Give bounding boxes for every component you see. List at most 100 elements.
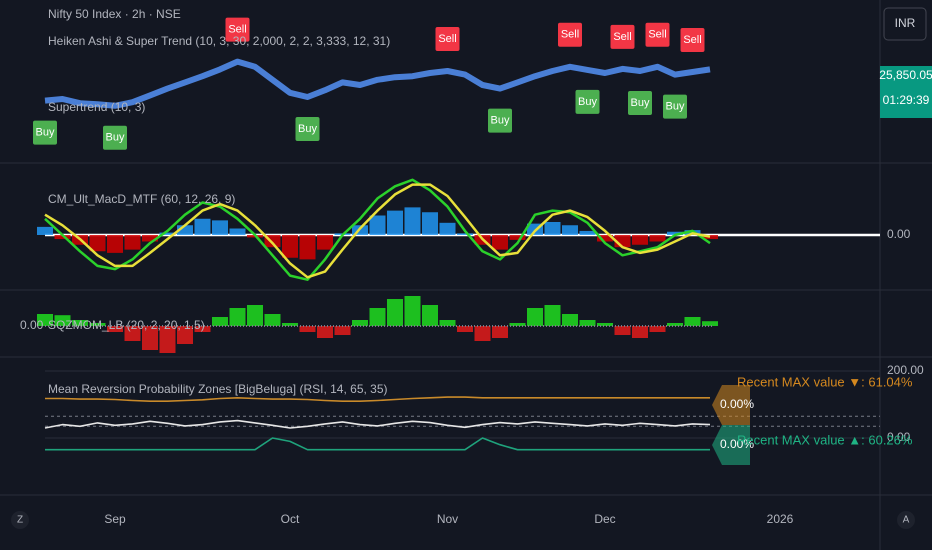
y-tick-label: 0.00 [887, 430, 911, 444]
momentum-bar [229, 308, 246, 326]
signal-label: Buy [106, 132, 125, 144]
histogram-bar [649, 235, 666, 242]
momentum-bar [509, 323, 526, 326]
histogram-bar [702, 235, 718, 240]
y-tick-label: 0.00 [887, 227, 911, 241]
zone-tag [712, 425, 750, 465]
symbol-title: Nifty 50 Index · 2h · NSE [48, 7, 181, 21]
signal-badge [645, 22, 670, 47]
momentum-bar [72, 320, 88, 326]
signal-label: Sell [561, 29, 579, 41]
histogram-bar [194, 218, 211, 235]
pane-title: SQZMOM_LB (20, 2, 20, 1.5) [48, 318, 205, 332]
series-line [44, 419, 711, 429]
series-line [44, 58, 711, 109]
momentum-bar [579, 320, 596, 326]
signal-label: Sell [683, 34, 701, 46]
momentum-bar [89, 323, 106, 326]
signal-badge [488, 108, 512, 133]
corner-button[interactable] [11, 511, 29, 529]
momentum-bar [457, 326, 473, 332]
histogram-bar [387, 210, 403, 235]
series-line [44, 178, 711, 281]
momentum-bar [492, 326, 508, 338]
histogram-bar [54, 235, 71, 240]
momentum-bar [632, 326, 648, 338]
momentum-bar [334, 326, 351, 335]
bar-countdown: 01:29:39 [883, 93, 930, 107]
momentum-bar [37, 314, 53, 326]
signal-badge [435, 26, 460, 51]
momentum-bar [194, 326, 211, 332]
momentum-bar [54, 315, 71, 326]
corner-button[interactable] [897, 511, 915, 529]
signal-badge [628, 90, 652, 115]
histogram-bar [299, 235, 316, 260]
histogram-bar [107, 235, 123, 253]
histogram-bar [492, 235, 508, 250]
momentum-bar [352, 320, 368, 326]
momentum-bar [212, 317, 228, 326]
momentum-bar [142, 326, 158, 350]
histogram-bar [667, 231, 683, 235]
histogram-bar [457, 233, 473, 235]
histogram-bar [177, 225, 193, 235]
signal-label: Buy [631, 97, 650, 109]
histogram-bar [124, 235, 141, 250]
signal-badge [663, 94, 687, 119]
momentum-bar [667, 323, 683, 326]
zone-text: Recent MAX value ▲: 60.26% [737, 432, 913, 447]
histogram-bar [509, 235, 526, 240]
signal-label: Buy [578, 96, 597, 108]
histogram-bar [317, 235, 333, 250]
signal-badge [558, 22, 582, 47]
last-price: 25,850.05 [879, 68, 932, 82]
histogram-bar [212, 220, 228, 235]
price-tag [880, 66, 932, 118]
momentum-bar [299, 326, 316, 332]
zone-tag-label: 0.00% [720, 397, 754, 411]
x-tick-label: Nov [437, 512, 458, 526]
signal-label: Buy [666, 101, 685, 113]
x-tick-label: Dec [594, 512, 615, 526]
zone-tag [712, 385, 750, 425]
momentum-bar [124, 326, 141, 341]
signal-badge [610, 24, 635, 49]
y-tick-label: 0.00 [20, 318, 44, 332]
signal-badge [575, 89, 600, 114]
series-line [44, 183, 711, 279]
signal-badge [33, 120, 57, 145]
momentum-bar [702, 321, 718, 326]
histogram-bar [159, 232, 176, 235]
histogram-bar [404, 207, 421, 235]
momentum-bar [614, 326, 631, 335]
momentum-bar [264, 314, 281, 326]
pane-title: Mean Reversion Probability Zones [BigBel… [48, 382, 388, 396]
histogram-bar [544, 222, 561, 235]
series-line [45, 396, 710, 402]
y-tick-label: 200.00 [887, 363, 924, 377]
momentum-bar [282, 323, 298, 326]
momentum-bar [387, 299, 403, 326]
momentum-bar [369, 308, 386, 326]
histogram-bar [562, 225, 578, 235]
signal-label: Sell [228, 24, 246, 36]
momentum-bar [107, 326, 123, 332]
histogram-bar [229, 228, 246, 235]
histogram-bar [632, 235, 648, 245]
histogram-bar [89, 235, 106, 252]
momentum-bar [527, 308, 543, 326]
momentum-bar [247, 305, 263, 326]
zone-text: Recent MAX value ▼: 61.04% [737, 374, 913, 389]
pane-title: CM_Ult_MacD_MTF (60, 12, 26, 9) [48, 192, 235, 206]
histogram-bar [579, 230, 596, 235]
signal-badge [295, 116, 320, 141]
histogram-bar [369, 215, 386, 235]
momentum-bar [404, 296, 421, 326]
currency-button[interactable] [883, 7, 927, 41]
series-line [45, 437, 710, 451]
momentum-bar [684, 317, 701, 326]
signal-label: Buy [298, 123, 317, 135]
zone-tag-label: 0.00% [720, 437, 754, 451]
